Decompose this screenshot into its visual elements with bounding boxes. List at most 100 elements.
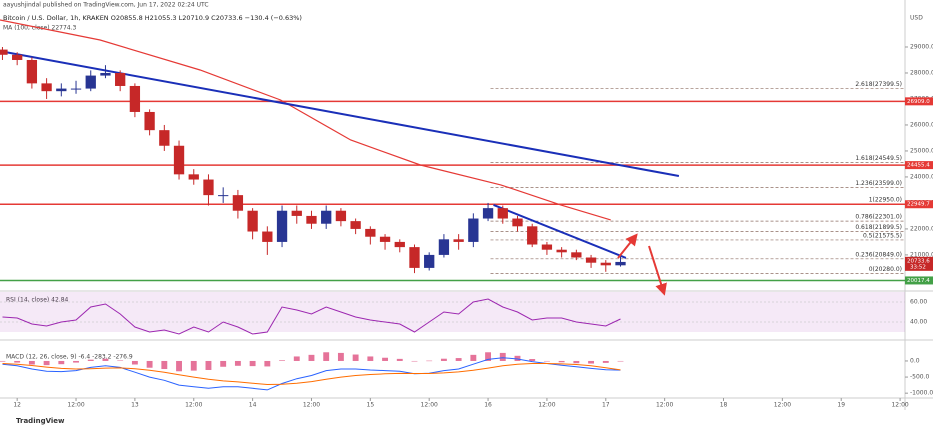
candle-body [26, 59, 38, 84]
macd-histogram [58, 360, 65, 365]
level-tag [905, 161, 933, 170]
y-tick-label: 26000.0 [910, 121, 933, 128]
countdown: 33:52 [910, 264, 926, 270]
plot: 20000.021000.022000.023000.024000.025000… [0, 19, 933, 409]
trendline [4, 51, 680, 177]
fib-label: 2.618(27399.5) [855, 81, 902, 88]
candle-body [379, 236, 391, 242]
macd-histogram [234, 360, 241, 366]
candle-body [56, 88, 67, 92]
macd-histogram [220, 360, 227, 367]
candle-body [129, 85, 141, 112]
x-tick-label: 19 [837, 402, 845, 409]
macd-histogram [43, 360, 50, 366]
candle-body [262, 231, 273, 242]
macd-histogram [440, 358, 447, 361]
candle-body [100, 72, 111, 76]
candle-body [512, 218, 523, 227]
level-label: 24455.4 [907, 163, 930, 169]
fib-label: 0(20280.0) [869, 266, 902, 273]
macd-histogram [396, 358, 403, 361]
last-price: 20733.6 [907, 258, 930, 264]
candle-body [585, 257, 597, 263]
macd-histogram [470, 354, 477, 361]
candle-body [453, 239, 464, 242]
x-tick-label: 12:00 [421, 402, 438, 409]
rsi-band [0, 292, 905, 332]
candle-body [247, 210, 258, 232]
candle-body [276, 210, 288, 242]
signal-line [2, 363, 621, 386]
x-tick-label: 17 [602, 402, 610, 409]
moving-average [0, 19, 611, 221]
macd-histogram [455, 358, 462, 361]
candle-body [306, 215, 317, 224]
macd-histogram [264, 360, 271, 367]
candle-body [159, 130, 170, 146]
macd-histogram [28, 360, 35, 365]
macd-histogram [249, 360, 256, 367]
macd-histogram [543, 360, 550, 362]
macd-histogram [102, 358, 109, 361]
level-label: 22949.7 [907, 202, 930, 208]
candle-body [497, 208, 508, 219]
rsi-tick-label: 40.00 [910, 319, 927, 326]
macd-histogram [146, 360, 153, 368]
candle-body [144, 111, 155, 131]
candle-body [394, 241, 405, 248]
level-tag [905, 276, 933, 285]
y-tick-label: 21000.0 [910, 251, 933, 258]
candle-body [468, 218, 479, 242]
macd-histogram [602, 360, 609, 363]
y-tick-label: 22000.0 [910, 225, 933, 232]
x-tick-label: 15 [367, 402, 375, 409]
macd-legend: MACD (12, 26, close, 9) -6.4 -283.2 -276… [6, 354, 133, 361]
macd-histogram [411, 360, 418, 362]
macd-histogram [367, 356, 374, 361]
trendline [493, 203, 627, 259]
fib-label: 1(22950.0) [869, 197, 902, 204]
macd-histogram [558, 360, 565, 363]
macd-histogram [176, 360, 182, 372]
symbol-info: Bitcoin / U.S. Dollar, 1h, KRAKEN O20855… [3, 14, 302, 22]
candle-body [70, 88, 82, 90]
candle-body [365, 228, 376, 237]
level-tag [905, 97, 933, 106]
level-label: 26909.0 [907, 99, 930, 105]
macd-histogram [87, 359, 94, 361]
macd-histogram [426, 360, 433, 362]
macd-histogram [337, 352, 344, 361]
fib-label: 0.786(22301.0) [855, 214, 902, 221]
candle-body [188, 174, 199, 180]
rsi-legend: RSI (14, close) 42.84 [6, 297, 69, 304]
candle-body [482, 208, 494, 219]
rsi-line [2, 298, 621, 335]
candle-body [424, 254, 435, 268]
macd-histogram [131, 360, 138, 365]
x-tick-label: 12:00 [774, 402, 791, 409]
macd-histogram [161, 360, 168, 370]
candle-body [600, 262, 611, 266]
candle-body [203, 179, 214, 196]
x-tick-label: 18 [720, 402, 728, 409]
candle-body [173, 145, 185, 175]
currency: USD [910, 15, 923, 22]
macd-tick-label: -1000.0 [910, 390, 933, 397]
candle-body [291, 210, 302, 216]
x-tick-label: 12:00 [656, 402, 673, 409]
macd-histogram [279, 360, 285, 361]
candle-body [615, 261, 626, 266]
candle-body [12, 54, 23, 60]
arrow-up [617, 233, 638, 259]
macd-tick-label: 0.0 [910, 357, 920, 364]
macd-histogram [499, 352, 506, 361]
x-tick-label: 12:00 [185, 402, 202, 409]
macd-histogram [205, 360, 212, 370]
x-tick-label: 12:00 [538, 402, 555, 409]
macd-histogram [617, 360, 624, 362]
x-tick-label: 12 [13, 402, 21, 409]
fib-label: 0.236(20849.0) [855, 251, 902, 258]
macd-histogram [588, 360, 595, 364]
macd-histogram [323, 352, 330, 361]
